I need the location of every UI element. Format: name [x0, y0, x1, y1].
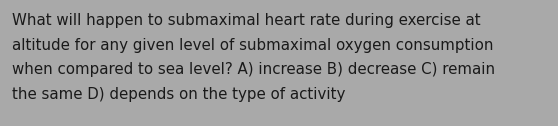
Text: when compared to sea level? A) increase B) decrease C) remain: when compared to sea level? A) increase … [12, 62, 495, 77]
Text: the same D) depends on the type of activity: the same D) depends on the type of activ… [12, 87, 345, 102]
Text: What will happen to submaximal heart rate during exercise at: What will happen to submaximal heart rat… [12, 13, 480, 28]
Text: altitude for any given level of submaximal oxygen consumption: altitude for any given level of submaxim… [12, 38, 493, 53]
